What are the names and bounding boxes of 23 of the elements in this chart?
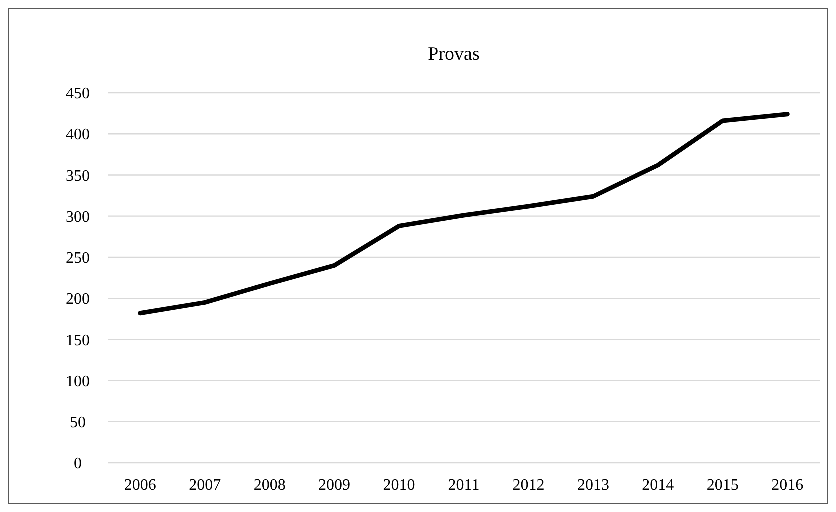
x-tick-label: 2008	[254, 477, 286, 494]
y-tick-label: 300	[66, 208, 90, 226]
y-tick-label: 150	[66, 332, 90, 350]
y-tick-label: 50	[70, 414, 86, 432]
y-tick-label: 0	[74, 456, 82, 473]
y-tick-label: 350	[66, 168, 90, 185]
chart-title: Provas	[428, 44, 480, 65]
x-tick-label: 2011	[448, 477, 480, 494]
y-tick-label: 200	[66, 291, 90, 308]
y-tick-label: 100	[66, 373, 90, 390]
x-tick-label: 2015	[706, 477, 739, 494]
y-tick-label: 450	[66, 86, 90, 103]
x-tick-label: 2013	[577, 477, 610, 494]
y-tick-label: 250	[66, 250, 90, 268]
x-tick-label: 2014	[642, 477, 674, 494]
x-tick-label: 2010	[383, 477, 416, 494]
x-tick-label: 2009	[318, 477, 351, 494]
line-series	[138, 112, 790, 316]
x-tick-label: 2012	[512, 477, 545, 494]
x-tick-label: 2016	[772, 477, 804, 494]
y-tick-label: 400	[66, 126, 90, 144]
x-tick-label: 2007	[189, 477, 222, 494]
x-tick-label: 2006	[124, 477, 156, 494]
